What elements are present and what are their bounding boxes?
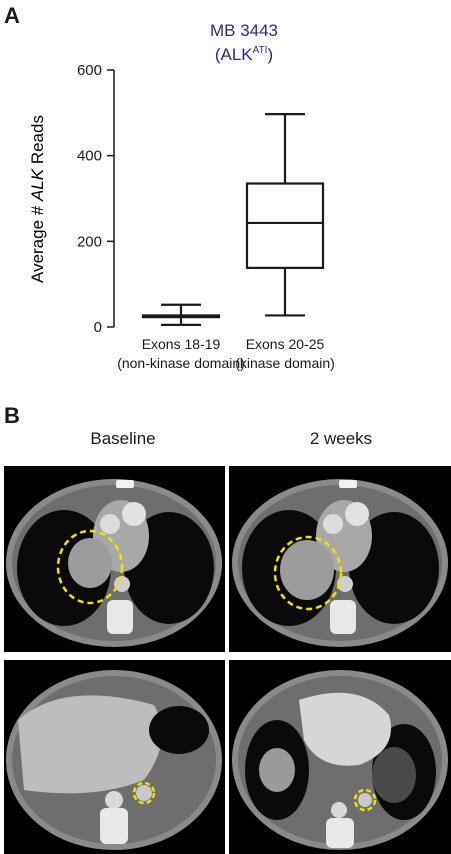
lesion-highlight [56, 529, 124, 605]
ct-chest-baseline-image [4, 466, 225, 652]
x-tick-label: Exons 18-19 [142, 336, 221, 352]
box-2 [245, 113, 325, 317]
y-axis-label-italic: ALK [28, 168, 47, 202]
box-plot-chart: MB 3443 (ALKATI) Average # ALK Reads 0 20… [28, 21, 335, 371]
box-iqr [245, 182, 325, 269]
x-tick-sublabel: (kinase domain) [235, 355, 335, 371]
ct-abdomen-baseline-image [4, 660, 225, 854]
y-ticks: 0 200 400 600 [77, 62, 114, 336]
column-label-2-weeks: 2 weeks [309, 429, 373, 448]
lesion-highlight [273, 535, 343, 611]
y-tick-label: 200 [77, 233, 102, 250]
y-tick-label: 600 [77, 62, 102, 79]
column-label-baseline: Baseline [90, 429, 156, 448]
y-axis-label: Average # ALK Reads [28, 115, 47, 283]
chart-subtitle-super: ATI [253, 45, 268, 56]
y-axis-label-prefix: Average # [28, 201, 47, 283]
y-axis-label-suffix: Reads [28, 115, 47, 169]
panel-a-letter: A [4, 3, 20, 28]
x-tick-sublabel: (non-kinase domain) [117, 355, 245, 371]
chart-subtitle: (ALKATI) [215, 45, 273, 64]
chart-title: MB 3443 [210, 21, 278, 40]
lesion-highlight [353, 788, 377, 812]
x-labels: Exons 18-19 (non-kinase domain)Exons 20-2… [117, 336, 335, 371]
ct-chest-2-weeks-image [229, 466, 451, 652]
lesion-highlight [132, 781, 156, 805]
x-tick-label: Exons 20-25 [246, 336, 325, 352]
panel-b-letter: B [4, 403, 20, 428]
box-1 [141, 303, 221, 326]
y-tick-label: 0 [94, 319, 102, 336]
chart-subtitle-close: ) [267, 45, 273, 64]
y-tick-label: 400 [77, 148, 102, 165]
boxes [141, 113, 325, 326]
ct-abdomen-2-weeks-image [229, 660, 451, 854]
chart-subtitle-main: (ALK [215, 45, 253, 64]
